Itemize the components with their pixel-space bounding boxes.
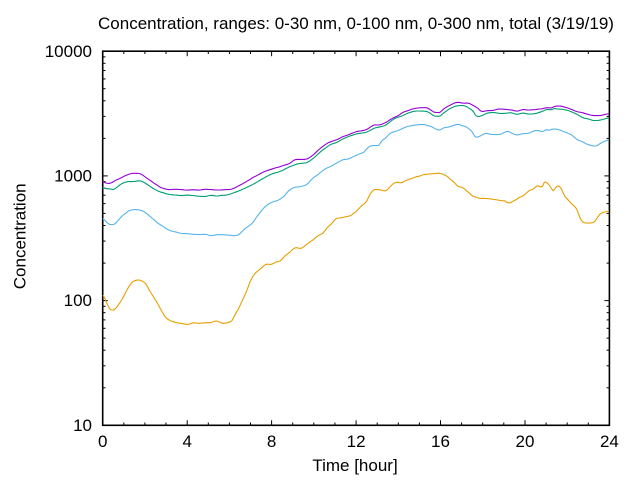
svg-text:24: 24 [600, 432, 619, 451]
svg-text:12: 12 [347, 432, 366, 451]
svg-text:Concentration, ranges: 0-30 nm: Concentration, ranges: 0-30 nm, 0-100 nm… [98, 14, 614, 33]
svg-text:1000: 1000 [54, 167, 92, 186]
svg-text:Concentration: Concentration [11, 183, 30, 289]
svg-text:8: 8 [267, 432, 276, 451]
svg-text:20: 20 [516, 432, 535, 451]
svg-text:4: 4 [182, 432, 191, 451]
svg-text:0: 0 [98, 432, 107, 451]
svg-text:Time [hour]: Time [hour] [312, 456, 397, 475]
svg-text:10: 10 [73, 416, 92, 435]
svg-text:100: 100 [64, 291, 92, 310]
svg-text:16: 16 [431, 432, 450, 451]
svg-text:10000: 10000 [45, 42, 92, 61]
